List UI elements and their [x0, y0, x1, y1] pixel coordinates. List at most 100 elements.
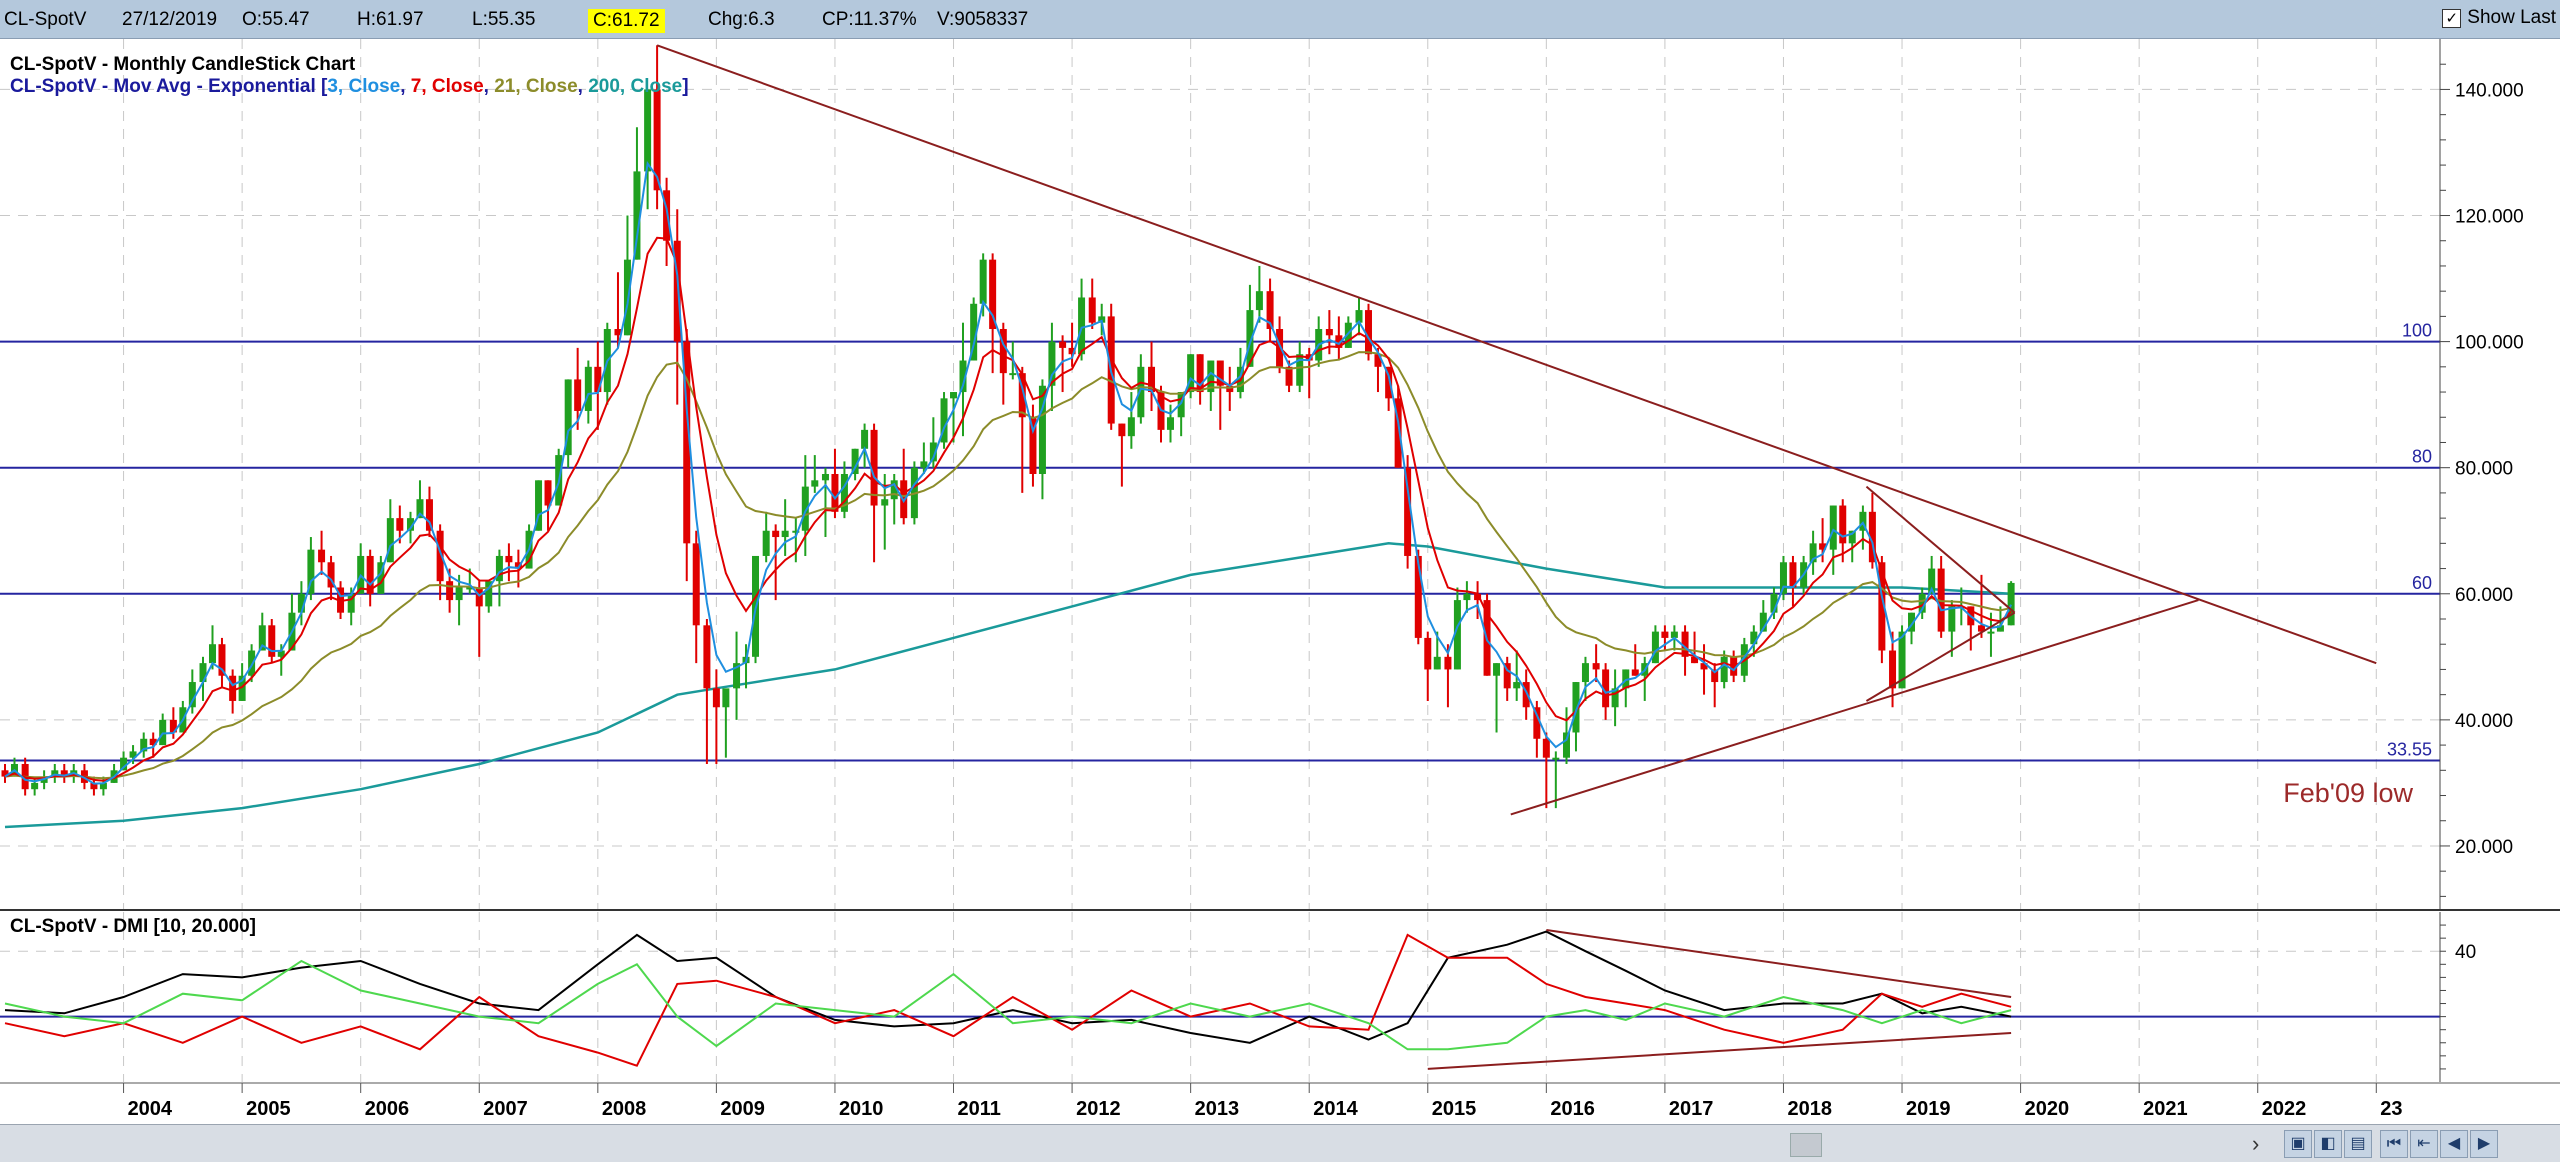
price-trendline	[656, 44, 2377, 665]
candle-body	[90, 782, 98, 790]
candle-body	[1711, 669, 1719, 683]
price-trendline	[1865, 611, 2016, 702]
candle-body	[1266, 291, 1274, 329]
candle-body	[1750, 631, 1758, 645]
candle-body	[633, 171, 641, 260]
candle-body	[466, 587, 474, 590]
candle-body	[1255, 291, 1263, 311]
step-back-icon[interactable]: ◀	[2440, 1130, 2468, 1158]
chart-background	[0, 39, 2560, 1124]
candle-body	[31, 782, 39, 790]
candle-body	[722, 688, 730, 708]
candle-body	[1533, 707, 1541, 739]
candle-body	[644, 89, 652, 172]
price-tick-label: 40.000	[2455, 711, 2513, 732]
time-tick-label: 2009	[720, 1098, 765, 1120]
candle-body	[1622, 669, 1630, 689]
go-start-icon[interactable]: ⇤	[2410, 1130, 2438, 1158]
scrollbar[interactable]: › ▣ ◧ ▤ ⏮ ⇤ ◀ ▶	[0, 1124, 2560, 1162]
candle-body	[436, 530, 444, 582]
feb09-low-annotation: Feb'09 low	[2283, 778, 2413, 808]
chart-area[interactable]: 100 80 60 33.55 20.000 40.000 60.000 80.000 100…	[0, 39, 2560, 1124]
candle-body	[1839, 505, 1847, 544]
candle-body	[1018, 373, 1026, 418]
candle-body	[1848, 530, 1856, 544]
candle-body	[1789, 562, 1797, 588]
candle-body	[1562, 732, 1570, 758]
candle-body	[327, 562, 335, 588]
candle-body	[1859, 511, 1867, 531]
ema-lines	[4, 160, 2012, 785]
candle-body	[890, 480, 898, 500]
candle-body	[297, 593, 305, 613]
print-icon[interactable]: ▣	[2284, 1130, 2312, 1158]
price-tick-label: 120.000	[2455, 207, 2524, 228]
candle-body	[1977, 625, 1985, 632]
ema200-layer	[4, 542, 2012, 829]
time-tick-label: 2012	[1076, 1098, 1121, 1120]
candle-body	[366, 555, 374, 594]
save-icon[interactable]: ▤	[2344, 1130, 2372, 1158]
time-tick-label: 2004	[128, 1098, 173, 1120]
price-tick-label: 140.000	[2455, 80, 2524, 101]
candle-body	[1809, 543, 1817, 563]
candle-body	[1700, 663, 1708, 670]
time-tick-label: 2019	[1906, 1098, 1951, 1120]
candle-body	[1177, 392, 1185, 418]
scroll-thumb[interactable]	[1790, 1133, 1822, 1157]
candle-body	[1522, 682, 1530, 708]
ema-legend-200: 200, Close	[588, 76, 682, 97]
candle-body	[950, 392, 958, 399]
time-tick-label: 2006	[365, 1098, 410, 1120]
candle-body	[159, 719, 167, 746]
time-tick-label: 2018	[1787, 1098, 1832, 1120]
close-value: C:61.72	[588, 9, 665, 33]
price-tick-label: 60.000	[2455, 585, 2513, 606]
ema-200-line	[4, 542, 2012, 829]
show-last-checkbox[interactable]: ✓	[2442, 8, 2462, 28]
dmi-panel: 40 CL-SpotV - DMI [10, 20.000]	[0, 912, 2476, 1082]
candle-body	[584, 366, 592, 411]
candle-body	[1513, 682, 1521, 689]
open-value: O:55.47	[242, 9, 310, 30]
candle-body	[1038, 385, 1046, 474]
scroll-right-arrow-icon[interactable]: ›	[2252, 1131, 2260, 1156]
step-forward-icon[interactable]: ▶	[2470, 1130, 2498, 1158]
candle-body	[821, 474, 829, 481]
candle-body	[979, 259, 987, 304]
candle-body	[1474, 593, 1482, 601]
candle-body	[959, 360, 967, 393]
candle-body	[792, 530, 800, 533]
candle-body	[1770, 593, 1778, 613]
candle-body	[1829, 505, 1837, 550]
go-first-icon[interactable]: ⏮	[2380, 1130, 2408, 1158]
candle-body	[1987, 631, 1995, 634]
candle-body	[188, 682, 196, 708]
candle-body	[258, 625, 266, 651]
candle-body	[277, 650, 285, 657]
time-tick-label: 2017	[1669, 1098, 1714, 1120]
reference-line-label: 80	[2412, 447, 2432, 467]
candle-body	[1572, 682, 1580, 733]
candle-body	[377, 562, 385, 594]
change-percent-value: CP:11.37%	[822, 9, 917, 30]
candle-body	[1691, 656, 1699, 664]
time-tick-label: 2021	[2143, 1098, 2188, 1120]
low-value: L:55.35	[472, 9, 536, 30]
time-tick-label: 2015	[1432, 1098, 1477, 1120]
candle-body	[1670, 631, 1678, 638]
dmi-lines	[4, 930, 2012, 1067]
price-trendlines	[656, 44, 2377, 816]
time-tick-label: 2022	[2262, 1098, 2307, 1120]
candle-body	[169, 719, 177, 733]
dmi-trendlines	[1427, 928, 2012, 1070]
candle-body	[229, 675, 237, 701]
copy-icon[interactable]: ◧	[2314, 1130, 2342, 1158]
candle-body	[1296, 354, 1304, 386]
show-last-toggle[interactable]: ✓ Show Last	[2442, 7, 2556, 29]
candle-body	[1592, 663, 1600, 670]
dmi-series-line-1	[4, 933, 2012, 1067]
candle-body	[1948, 606, 1956, 632]
candle-body	[1908, 612, 1916, 632]
candle-body	[218, 644, 226, 676]
